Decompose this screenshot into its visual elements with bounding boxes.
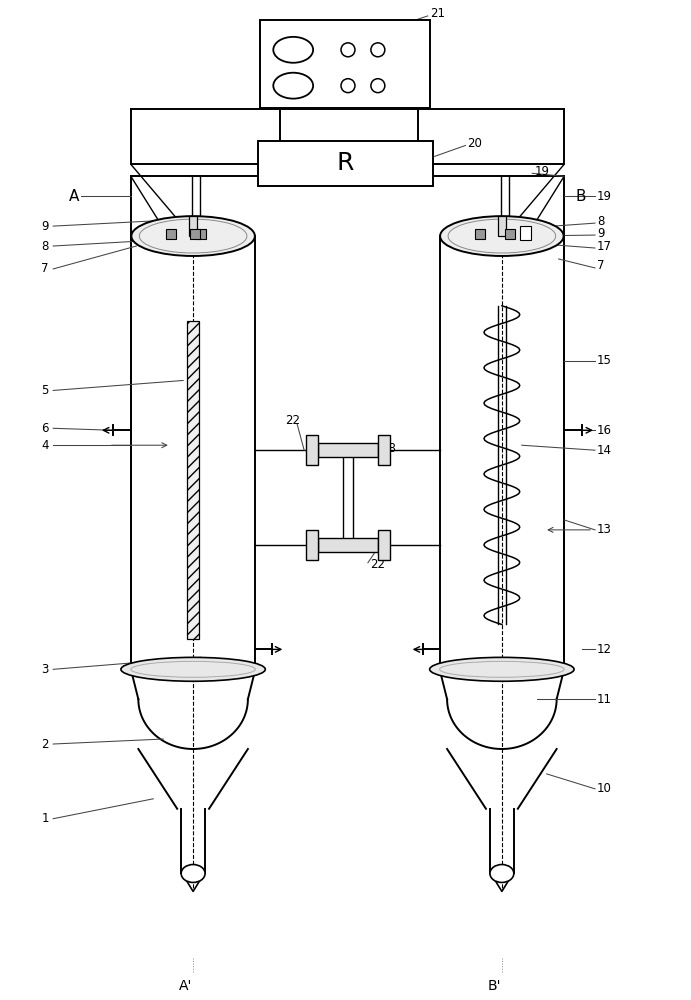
Text: 15: 15	[597, 354, 612, 367]
Bar	[189, 216, 197, 236]
Bar	[318, 443, 378, 457]
Text: 7: 7	[41, 262, 49, 275]
Text: 19: 19	[597, 190, 612, 203]
Text: 9: 9	[41, 220, 49, 233]
Text: 16: 16	[597, 424, 612, 437]
Ellipse shape	[430, 657, 574, 681]
Bar	[378, 530, 390, 560]
Ellipse shape	[121, 657, 265, 681]
Bar	[475, 229, 485, 239]
Text: 8: 8	[597, 215, 605, 228]
Bar	[306, 435, 318, 465]
Text: 3: 3	[41, 663, 48, 676]
Text: 22: 22	[370, 558, 385, 571]
Text: A': A'	[178, 979, 192, 993]
Text: 12: 12	[597, 643, 612, 656]
Text: 9: 9	[597, 227, 605, 240]
Text: 18: 18	[382, 442, 397, 455]
Text: 10: 10	[597, 782, 612, 795]
Text: B: B	[575, 189, 585, 204]
Bar	[167, 229, 176, 239]
Text: 20: 20	[468, 137, 482, 150]
Text: 11: 11	[597, 693, 612, 706]
Text: 1: 1	[41, 812, 49, 825]
Ellipse shape	[490, 865, 514, 882]
Text: 17: 17	[597, 240, 612, 253]
Ellipse shape	[131, 216, 255, 256]
Ellipse shape	[181, 865, 205, 882]
Text: 21: 21	[430, 7, 445, 20]
Bar	[196, 229, 206, 239]
Text: 2: 2	[41, 738, 49, 751]
Text: 8: 8	[41, 240, 48, 253]
Bar	[258, 141, 433, 186]
Bar	[520, 226, 531, 240]
Bar	[306, 530, 318, 560]
Text: 5: 5	[41, 384, 48, 397]
Text: B': B'	[487, 979, 501, 993]
Text: 7: 7	[597, 259, 605, 272]
Text: A: A	[69, 189, 79, 204]
Text: 6: 6	[41, 422, 49, 435]
Bar	[187, 321, 199, 639]
Text: R: R	[337, 151, 354, 175]
Bar	[190, 229, 200, 239]
Bar	[378, 435, 390, 465]
Bar	[261, 20, 430, 108]
Ellipse shape	[440, 216, 564, 256]
Bar	[318, 538, 378, 552]
Text: 19: 19	[534, 165, 549, 178]
Bar	[505, 229, 515, 239]
Text: 4: 4	[41, 439, 49, 452]
Text: 14: 14	[597, 444, 612, 457]
Text: 13: 13	[597, 523, 612, 536]
Bar	[498, 216, 506, 236]
Text: 22: 22	[285, 414, 301, 427]
